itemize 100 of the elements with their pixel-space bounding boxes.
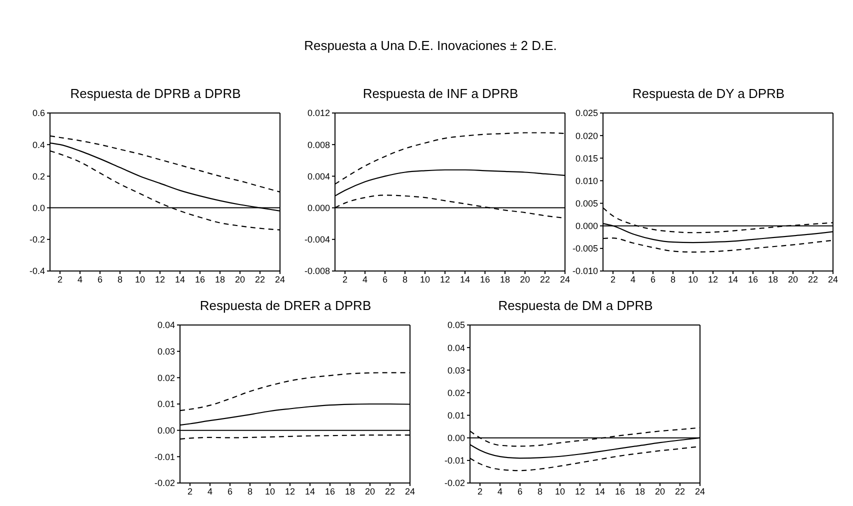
y-tick-label: 0.05 [447,320,465,330]
y-tick-label: -0.004 [304,234,330,245]
y-tick-label: 0.04 [447,342,465,353]
x-tick-label: 16 [748,274,758,284]
y-tick-label: -0.02 [154,478,175,488]
chart-title: Respuesta de INF a DPRB [362,86,520,103]
x-tick-label: 20 [234,274,246,284]
x-tick-label: 10 [554,486,566,496]
x-tick-label: 10 [264,486,276,496]
y-tick-label: 0.004 [307,171,330,182]
x-tick-label: 24 [694,486,706,496]
y-tick-label: 0.015 [575,153,598,164]
y-tick-label: 0.02 [157,372,175,383]
x-tick-label: 4 [497,486,503,496]
x-tick-label: 8 [117,274,123,284]
x-tick-label: 12 [284,486,296,496]
y-tick-label: 0.020 [575,130,598,141]
x-tick-label: 18 [768,274,778,284]
x-tick-label: 18 [500,274,510,284]
chart-title: Respuesta de DM a DPRB [497,298,654,315]
x-tick-label: 24 [274,274,286,284]
x-tick-label: 2 [57,274,63,284]
y-tick-label: -0.2 [29,234,45,245]
text: Respuesta a Una D.E. Inovaciones ± 2 D.E. [303,38,558,53]
x-tick-label: 10 [134,274,146,284]
chart-title: Respuesta de DY a DPRB [631,86,786,103]
x-tick-label: 14 [174,274,186,284]
y-tick-label: -0.010 [572,266,598,276]
x-tick-label: 6 [517,486,523,496]
y-tick-label: 0.008 [307,140,330,150]
x-tick-label: 12 [154,274,166,284]
x-tick-label: 6 [382,274,388,284]
y-tick-label: 0.02 [447,388,465,398]
y-tick-label: 0.01 [447,410,465,420]
x-tick-label: 16 [194,274,206,284]
x-tick-label: 22 [674,486,686,496]
y-tick-label: 0.0 [32,202,45,213]
x-tick-label: 4 [630,274,636,284]
y-tick-label: 0.00 [157,426,175,436]
y-tick-label: 0.010 [575,176,598,186]
x-tick-label: 2 [342,274,348,284]
x-tick-label: 18 [344,486,356,496]
y-tick-label: -0.01 [444,456,465,466]
x-tick-label: 14 [304,486,316,496]
x-tick-label: 6 [97,274,103,284]
x-tick-label: 6 [650,274,656,284]
y-tick-label: 0.000 [575,221,598,232]
x-tick-label: 10 [420,274,430,284]
x-tick-label: 12 [708,274,718,284]
x-tick-label: 16 [614,486,626,496]
x-tick-label: 14 [460,274,470,284]
x-tick-label: 24 [404,486,416,496]
chart-title: Respuesta de DPRB a DPRB [69,86,242,103]
y-tick-label: 0.005 [575,198,598,208]
x-tick-label: 16 [480,274,490,284]
y-tick-label: 0.00 [447,433,465,444]
x-tick-label: 14 [728,274,738,284]
x-tick-label: 2 [477,486,483,496]
x-tick-label: 6 [227,486,233,496]
y-tick-label: 0.01 [157,399,175,410]
x-tick-label: 4 [207,486,213,496]
x-tick-label: 24 [560,274,570,284]
y-tick-label: -0.4 [29,266,45,276]
x-tick-label: 16 [324,486,336,496]
x-tick-label: 14 [594,486,606,496]
y-tick-label: 0.03 [447,365,465,376]
x-tick-label: 22 [384,486,396,496]
chart-title: Respuesta de DRER a DPRB [198,298,372,315]
y-tick-label: -0.02 [444,478,465,488]
y-tick-label: 0.000 [307,202,330,213]
x-tick-label: 18 [214,274,226,284]
y-tick-label: 0.04 [157,320,175,330]
x-tick-label: 20 [788,274,798,284]
x-tick-label: 12 [440,274,450,284]
x-tick-label: 4 [362,274,368,284]
y-tick-label: 0.03 [157,346,175,357]
y-tick-label: -0.008 [304,266,330,276]
y-tick-label: 0.6 [32,108,45,118]
x-tick-label: 2 [610,274,616,284]
y-tick-label: 0.2 [32,171,45,182]
x-tick-label: 8 [247,486,253,496]
x-tick-label: 20 [364,486,376,496]
x-tick-label: 22 [254,274,266,284]
x-tick-label: 18 [634,486,646,496]
x-tick-label: 4 [77,274,83,284]
x-tick-label: 12 [574,486,586,496]
y-tick-label: -0.005 [572,244,598,254]
x-tick-label: 22 [808,274,818,284]
x-tick-label: 20 [520,274,530,284]
x-tick-label: 8 [402,274,408,284]
y-tick-label: 0.012 [307,108,330,118]
x-tick-label: 8 [537,486,543,496]
x-tick-label: 8 [670,274,676,284]
y-tick-label: -0.01 [154,452,175,462]
y-tick-label: 0.4 [32,140,45,150]
x-tick-label: 22 [540,274,550,284]
x-tick-label: 2 [187,486,193,496]
x-tick-label: 10 [688,274,698,284]
x-tick-label: 24 [828,274,838,284]
y-tick-label: 0.025 [575,108,598,118]
